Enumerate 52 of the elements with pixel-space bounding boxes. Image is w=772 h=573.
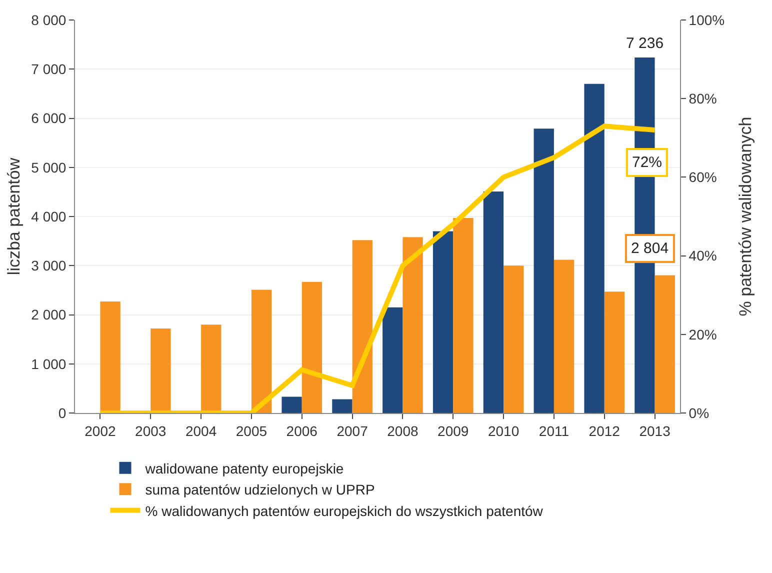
y-tick-label: 3 000 (31, 258, 66, 274)
y2-tick-label: 80% (688, 90, 717, 106)
bar (282, 396, 302, 413)
bar (554, 260, 574, 413)
bar (584, 84, 604, 413)
y-tick-label: 6 000 (31, 110, 66, 126)
y2-tick-label: 20% (688, 326, 717, 342)
y-tick-label: 4 000 (31, 208, 66, 224)
bar (382, 307, 403, 413)
bar (654, 275, 675, 413)
bar (352, 240, 372, 413)
bar (302, 282, 322, 413)
bar (504, 266, 524, 413)
y2-axis-title: % patentów walidowanych (736, 116, 756, 316)
bar (453, 218, 474, 413)
x-tick-label: 2012 (588, 422, 620, 439)
bar (402, 237, 423, 413)
bar (604, 292, 625, 413)
y-tick-label: 8 000 (31, 12, 66, 28)
bar (432, 231, 454, 413)
x-tick-label: 2010 (488, 422, 520, 439)
bar (534, 128, 554, 413)
x-tick-label: 2007 (336, 422, 368, 439)
y2-tick-label: 60% (688, 169, 717, 186)
x-tick-label: 2009 (438, 422, 469, 439)
x-tick-label: 2002 (84, 422, 116, 439)
y-axis-title: liczba patentów (4, 157, 24, 276)
bar (100, 301, 120, 413)
y-tick-label: 2 000 (31, 306, 66, 323)
x-tick-label: 2011 (538, 422, 570, 439)
x-tick-label: 2008 (387, 422, 418, 439)
y2-tick-label: 100% (688, 12, 725, 28)
bar (251, 290, 272, 413)
y2-tick-label: 0% (688, 404, 710, 421)
bar (483, 191, 504, 413)
x-tick-label: 2013 (639, 422, 671, 439)
data-label: 2 804 (631, 240, 669, 257)
legend-label: % walidowanych patentów europejskich do wszystkich patentów (145, 502, 544, 519)
y-tick-label: 0 (58, 404, 66, 421)
y-tick-label: 5 000 (31, 159, 66, 176)
data-label: 72% (632, 154, 662, 171)
legend-label: walidowane patenty europejskie (144, 460, 344, 476)
bar (332, 399, 352, 413)
legend-label: suma patentów udzielonych w UPRP (145, 482, 375, 498)
y2-tick-label: 40% (688, 248, 717, 264)
x-tick-label: 2003 (135, 422, 166, 439)
x-tick-label: 2006 (286, 422, 318, 439)
y-tick-label: 7 000 (31, 61, 66, 78)
x-tick-label: 2004 (185, 422, 217, 439)
y-tick-label: 1 000 (31, 356, 66, 372)
x-tick-label: 2005 (236, 422, 268, 439)
data-label: 7 236 (626, 35, 664, 52)
